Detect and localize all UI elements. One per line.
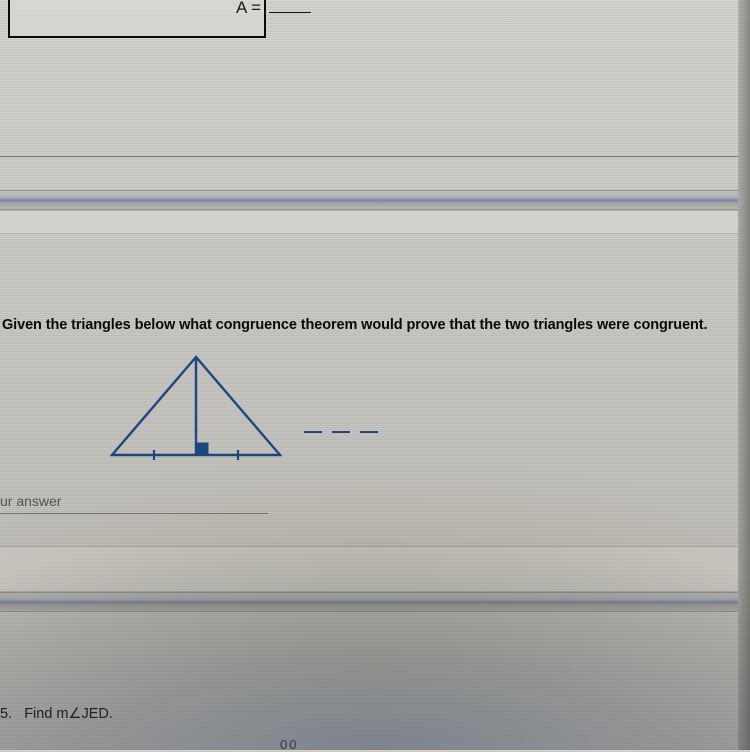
triangle-diagram [106,351,286,469]
light-strip-1 [0,210,738,234]
diagram-row [106,351,378,469]
page-band-1 [0,190,738,210]
light-strip-2 [0,546,738,592]
next-q-text: Find m∠JED. [24,706,113,722]
right-angle-marker [196,443,208,455]
worksheet-screenshot: A = Given the triangles below what congr… [0,0,750,750]
a-fill-blank[interactable] [269,0,311,13]
section-divider-1 [0,156,738,157]
congruence-question: Given the triangles below what congruenc… [0,235,738,539]
next-question-fragment: 5. Find m∠JED. [0,706,113,722]
a-label-text: A = [236,0,261,18]
question-prompt: Given the triangles below what congruenc… [0,317,738,333]
answer-blank-dashes[interactable] [304,425,378,433]
your-answer-input-line[interactable] [0,513,268,514]
your-answer-label: ur answer [0,493,61,509]
page-band-2 [0,592,738,612]
a-equals-label: A = [236,0,311,18]
next-q-number: 5. [0,706,12,722]
screen-right-vignette [738,0,750,750]
previous-question-fragment: A = [0,0,738,58]
answer-box [8,0,266,38]
